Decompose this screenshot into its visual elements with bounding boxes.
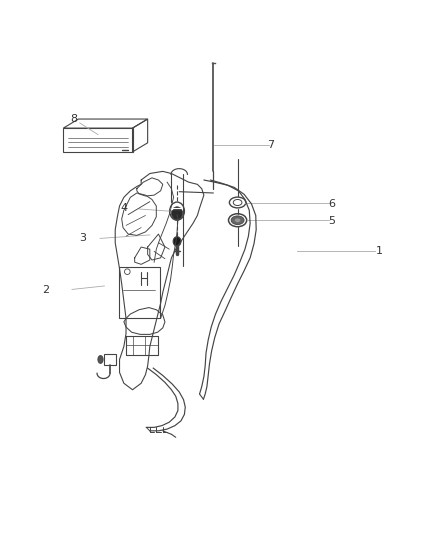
Text: 5: 5 [328, 216, 335, 226]
Ellipse shape [171, 207, 183, 220]
Text: 6: 6 [328, 199, 335, 209]
Text: 8: 8 [71, 115, 78, 125]
Text: 2: 2 [42, 285, 49, 295]
Ellipse shape [235, 218, 240, 222]
Text: 3: 3 [79, 233, 86, 244]
Ellipse shape [98, 356, 103, 364]
Text: 1: 1 [375, 246, 382, 256]
Text: 7: 7 [267, 140, 275, 150]
Ellipse shape [231, 216, 244, 224]
Ellipse shape [173, 237, 181, 246]
Text: 4: 4 [120, 203, 127, 213]
